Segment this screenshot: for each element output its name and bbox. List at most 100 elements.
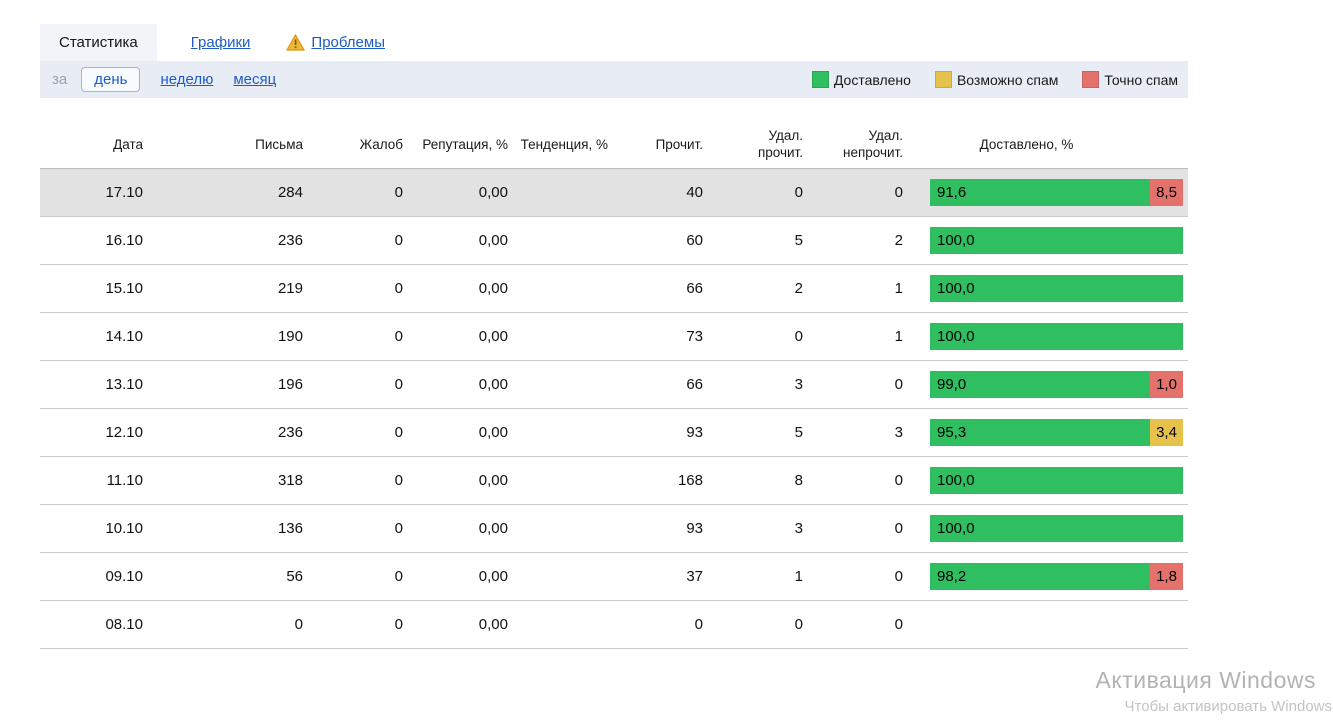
column-header: Дата [113,136,143,152]
period-day-button[interactable]: день [81,67,141,92]
delivered-bar: 99,0 1,0 [930,370,1183,398]
column-header: Удал. прочит. [757,128,803,161]
table-cell: 3 [894,423,903,441]
table-cell: 0 [394,375,403,393]
table-cell: 219 [277,279,303,297]
table-cell: 1 [894,327,903,345]
table-cell: 1 [894,279,903,297]
table-cell [510,504,610,552]
tab-charts[interactable]: Графики [190,34,251,51]
table-row[interactable]: 09.10 56 0 0,00 37 1 0 98,2 1,8 [40,552,1188,600]
table-cell: 190 [277,327,303,345]
table-cell: 60 [686,231,703,249]
legend: Доставлено Возможно спам Точно спам [811,71,1178,88]
table-cell: 5 [794,231,803,249]
table-header-row: Дата Письма Жалоб Репутация, % Тенденция, % П… [40,111,1188,168]
table-cell [510,360,610,408]
windows-activation-watermark: Активация Windows Чтобы активировать Win… [1096,667,1333,715]
table-row[interactable]: 10.10 136 0 0,00 93 3 0 100,0 [40,504,1188,552]
delivered-bar-cell: 95,3 3,4 [905,408,1188,456]
table-cell: 3 [794,519,803,537]
column-header: Жалоб [359,136,403,152]
column-header: Доставлено, % [979,136,1074,152]
table-cell: 168 [677,471,703,489]
table-cell: 0,00 [478,615,508,633]
table-cell: 0,00 [478,471,508,489]
table-cell [510,408,610,456]
column-header: Письма [255,136,303,152]
tab-problems-group: Проблемы [286,24,385,61]
period-month-link[interactable]: месяц [233,71,277,88]
table-cell: 0 [394,519,403,537]
table-cell: 0 [794,327,803,345]
legend-label: Доставлено [833,71,911,88]
delivered-bar-cell [905,600,1188,648]
tab-statistics[interactable]: Статистика [40,24,157,61]
delivered-segment: 95,3 [930,418,1150,446]
table-row[interactable]: 15.10 219 0 0,00 66 2 1 100,0 [40,264,1188,312]
table-cell: 0,00 [478,327,508,345]
table-cell: 0 [394,183,403,201]
column-header: Репутация, % [422,136,508,152]
legend-swatch [811,71,829,88]
table-row[interactable]: 12.10 236 0 0,00 93 5 3 95,3 3,4 [40,408,1188,456]
table-cell: 0 [294,615,303,633]
delivered-bar-cell: 100,0 [905,504,1188,552]
delivered-bar: 100,0 [930,466,1183,494]
delivered-bar-cell: 100,0 [905,312,1188,360]
table-cell: 10.10 [105,519,143,537]
table-cell: 8 [794,471,803,489]
table-cell: 0 [894,567,903,585]
table-cell: 0 [394,231,403,249]
warning-icon [286,34,306,51]
statistics-table: Дата Письма Жалоб Репутация, % Тенденция, % П… [40,111,1188,649]
delivered-segment: 100,0 [930,514,1183,542]
statistics-page: Статистика Графики Проблемы за день неде… [40,24,1188,649]
delivered-bar-cell: 91,6 8,5 [905,168,1188,216]
delivered-segment: 100,0 [930,274,1183,302]
table-cell: 12.10 [105,423,143,441]
table-row[interactable]: 17.10 284 0 0,00 40 0 0 91,6 8,5 [40,168,1188,216]
table-cell: 0 [394,615,403,633]
table-cell: 284 [277,183,303,201]
table-cell [510,600,610,648]
table-row[interactable]: 14.10 190 0 0,00 73 0 1 100,0 [40,312,1188,360]
delivered-segment: 99,0 [930,370,1150,398]
delivered-bar: 100,0 [930,274,1183,302]
table-row[interactable]: 13.10 196 0 0,00 66 3 0 99,0 1,0 [40,360,1188,408]
legend-item: Возможно спам [934,71,1058,88]
table-body: 17.10 284 0 0,00 40 0 0 91,6 8,5 16.10 236 0 0,00 60 5… [40,168,1188,648]
table-cell: 0,00 [478,279,508,297]
table-cell: 56 [286,567,303,585]
legend-item: Доставлено [811,71,911,88]
delivered-bar-cell: 99,0 1,0 [905,360,1188,408]
delivered-segment: 98,2 [930,562,1150,590]
delivered-segment: 100,0 [930,322,1183,350]
legend-swatch [934,71,952,88]
table-row[interactable]: 16.10 236 0 0,00 60 5 2 100,0 [40,216,1188,264]
delivered-bar: 91,6 8,5 [930,178,1183,206]
delivered-bar: 100,0 [930,514,1183,542]
tab-bar: Статистика Графики Проблемы [40,24,1188,61]
table-cell: 93 [686,423,703,441]
table-row[interactable]: 08.10 0 0 0,00 0 0 0 [40,600,1188,648]
table-cell: 0 [794,183,803,201]
table-cell: 1 [794,567,803,585]
table-cell: 0,00 [478,519,508,537]
table-cell [510,552,610,600]
table-row[interactable]: 11.10 318 0 0,00 168 8 0 100,0 [40,456,1188,504]
period-week-link[interactable]: неделю [160,71,214,88]
delivered-bar: 98,2 1,8 [930,562,1183,590]
sure-spam-segment: 8,5 [1150,178,1183,206]
table-cell: 236 [277,423,303,441]
table-cell: 15.10 [105,279,143,297]
table-cell: 16.10 [105,231,143,249]
tab-problems[interactable]: Проблемы [311,34,385,51]
delivered-segment: 100,0 [930,466,1183,494]
watermark-subtitle: Чтобы активировать Windows [1124,698,1332,715]
table-cell [510,264,610,312]
delivered-bar: 100,0 [930,226,1183,254]
possible-spam-segment: 3,4 [1150,418,1183,446]
table-cell: 73 [686,327,703,345]
table-cell: 09.10 [105,567,143,585]
